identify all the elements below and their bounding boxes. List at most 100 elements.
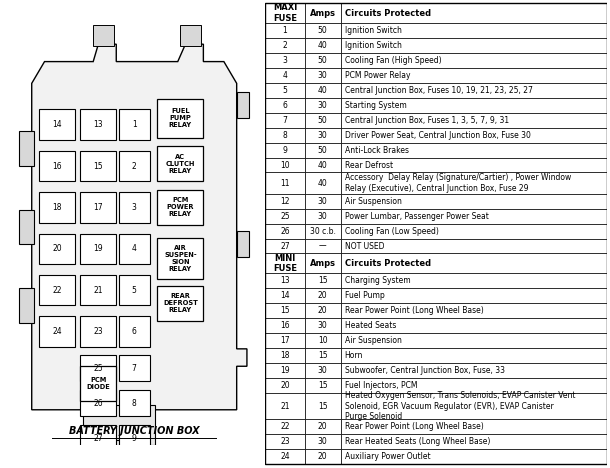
Text: Cooling Fan (High Speed): Cooling Fan (High Speed): [345, 56, 441, 65]
Text: 18: 18: [52, 203, 62, 212]
Text: Central Junction Box, Fuses 10, 19, 21, 23, 25, 27: Central Junction Box, Fuses 10, 19, 21, …: [345, 86, 533, 95]
Bar: [19, 288, 34, 323]
Bar: [265, 224, 304, 239]
Text: 30: 30: [318, 71, 328, 80]
Bar: [340, 53, 607, 68]
Text: FUEL
PUMP
RELAY: FUEL PUMP RELAY: [169, 108, 192, 128]
Text: Air Suspension: Air Suspension: [345, 197, 401, 205]
Bar: [265, 393, 304, 419]
Text: MINI
FUSE: MINI FUSE: [273, 254, 297, 273]
Text: 17: 17: [93, 203, 103, 212]
Text: 2: 2: [282, 41, 287, 50]
Text: 27: 27: [280, 241, 290, 250]
Bar: [81, 425, 117, 451]
Text: 50: 50: [318, 56, 328, 65]
Bar: [157, 99, 203, 138]
Bar: [119, 192, 149, 223]
Bar: [304, 239, 340, 254]
Bar: [304, 449, 340, 464]
Text: Auxiliary Power Outlet: Auxiliary Power Outlet: [345, 452, 430, 461]
Text: 15: 15: [318, 402, 328, 410]
Bar: [119, 316, 149, 347]
Bar: [265, 288, 304, 303]
Bar: [304, 303, 340, 318]
Text: Rear Defrost: Rear Defrost: [345, 161, 393, 169]
Text: 30: 30: [318, 366, 328, 375]
Bar: [340, 3, 607, 23]
Bar: [265, 143, 304, 158]
Bar: [181, 25, 201, 46]
Bar: [340, 239, 607, 254]
Text: Charging System: Charging System: [345, 276, 411, 285]
Bar: [340, 83, 607, 98]
Bar: [340, 209, 607, 224]
Text: REAR
DEFROST
RELAY: REAR DEFROST RELAY: [163, 293, 198, 313]
Text: 24: 24: [280, 452, 290, 461]
Text: 10: 10: [280, 161, 290, 169]
Text: 26: 26: [280, 227, 290, 235]
Text: 6: 6: [132, 327, 137, 336]
Bar: [304, 254, 340, 273]
Bar: [265, 434, 304, 449]
Text: 24: 24: [52, 327, 62, 336]
Bar: [304, 333, 340, 348]
Bar: [340, 128, 607, 143]
Text: 2: 2: [132, 161, 137, 170]
Text: 16: 16: [52, 161, 62, 170]
Bar: [340, 98, 607, 113]
Bar: [304, 23, 340, 38]
Bar: [81, 366, 117, 401]
Bar: [340, 173, 607, 194]
Text: 13: 13: [93, 120, 103, 129]
Bar: [119, 355, 149, 381]
Bar: [119, 275, 149, 305]
Bar: [19, 210, 34, 244]
Bar: [265, 158, 304, 173]
Text: Rear Heated Seats (Long Wheel Base): Rear Heated Seats (Long Wheel Base): [345, 438, 490, 446]
Bar: [81, 355, 117, 381]
Text: 30: 30: [318, 212, 328, 220]
Text: 40: 40: [318, 161, 328, 169]
Bar: [40, 151, 75, 181]
Bar: [340, 158, 607, 173]
Bar: [340, 254, 607, 273]
Text: Power Lumbar, Passenger Power Seat: Power Lumbar, Passenger Power Seat: [345, 212, 489, 220]
Text: 7: 7: [132, 364, 137, 373]
Bar: [265, 303, 304, 318]
Bar: [81, 390, 117, 417]
Text: 10: 10: [318, 336, 328, 345]
Bar: [304, 158, 340, 173]
Text: Driver Power Seat, Central Junction Box, Fuse 30: Driver Power Seat, Central Junction Box,…: [345, 131, 531, 139]
Bar: [265, 53, 304, 68]
Bar: [340, 393, 607, 419]
Bar: [304, 53, 340, 68]
Text: 40: 40: [318, 86, 328, 95]
Bar: [265, 98, 304, 113]
Text: 16: 16: [280, 321, 290, 330]
Text: 20: 20: [318, 306, 328, 315]
Text: 22: 22: [52, 285, 62, 294]
Bar: [304, 128, 340, 143]
Text: 7: 7: [282, 116, 287, 124]
Bar: [83, 405, 155, 445]
Text: Anti-Lock Brakes: Anti-Lock Brakes: [345, 146, 409, 154]
Bar: [237, 92, 249, 118]
Text: 5: 5: [282, 86, 287, 95]
Bar: [265, 3, 304, 23]
Text: 20: 20: [318, 291, 328, 300]
Text: Accessory  Delay Relay (Signature/Cartier) , Power Window
Relay (Executive), Cen: Accessory Delay Relay (Signature/Cartier…: [345, 173, 571, 193]
Text: 9: 9: [282, 146, 287, 154]
Bar: [340, 303, 607, 318]
Bar: [340, 273, 607, 288]
Text: 30 c.b.: 30 c.b.: [310, 227, 336, 235]
Text: Air Suspension: Air Suspension: [345, 336, 401, 345]
Bar: [93, 440, 145, 468]
Text: 25: 25: [93, 364, 103, 373]
Text: 1: 1: [282, 26, 287, 35]
Bar: [340, 419, 607, 434]
Text: 30: 30: [318, 438, 328, 446]
Bar: [157, 190, 203, 225]
Text: 5: 5: [132, 285, 137, 294]
Text: 13: 13: [280, 276, 290, 285]
Bar: [119, 460, 149, 468]
